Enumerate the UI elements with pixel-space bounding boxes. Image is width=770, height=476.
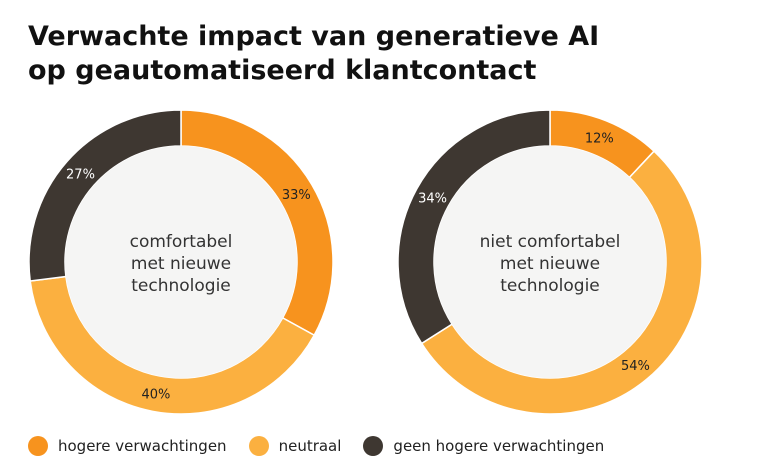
- legend-swatch-neutraal: [248, 436, 269, 456]
- legend-label-neutraal: neutraal: [278, 437, 342, 455]
- legend-item-geen: geen hogere verwachtingen: [363, 436, 604, 456]
- donut-2-center-label-line-2: met nieuwe: [500, 254, 600, 274]
- chart-title-line-2: op geautomatiseerd klantcontact: [28, 55, 537, 86]
- donut-2-center-label-line-3: technologie: [500, 276, 600, 296]
- donut-2-center: [434, 146, 666, 378]
- donut-2-slice-geen: [397, 109, 551, 345]
- donut-1-slice-geen: [28, 109, 182, 282]
- donut-1-label-geen: 27%: [66, 167, 95, 182]
- legend-label-hogere: hogere verwachtingen: [58, 437, 227, 455]
- donut-1-label-neutraal: 40%: [141, 388, 170, 403]
- donut-1-center-label-line-1: comfortabel: [130, 232, 233, 252]
- donut-2-label-geen: 34%: [418, 191, 447, 206]
- legend-swatch-geen: [363, 436, 384, 456]
- legend: hogere verwachtingen neutraal geen hogere …: [28, 436, 626, 456]
- donut-2-center-label-line-1: niet comfortabel: [480, 232, 621, 252]
- donut-1-label-hogere: 33%: [282, 188, 311, 203]
- donut-1-center-label-line-3: technologie: [131, 276, 231, 296]
- donut-2-label-neutraal: 54%: [621, 359, 650, 374]
- legend-item-neutraal: neutraal: [248, 436, 342, 456]
- legend-label-geen: geen hogere verwachtingen: [393, 437, 605, 455]
- legend-item-hogere: hogere verwachtingen: [28, 436, 227, 456]
- donut-1-center: [65, 146, 297, 378]
- donut-1-center-label-line-2: met nieuwe: [131, 254, 231, 274]
- legend-swatch-hogere: [28, 436, 48, 456]
- chart-title: Verwachte impact van generatieve AI op g…: [28, 20, 599, 88]
- chart-title-line-1: Verwachte impact van generatieve AI: [28, 21, 600, 52]
- donut-2-label-hogere: 12%: [585, 131, 614, 146]
